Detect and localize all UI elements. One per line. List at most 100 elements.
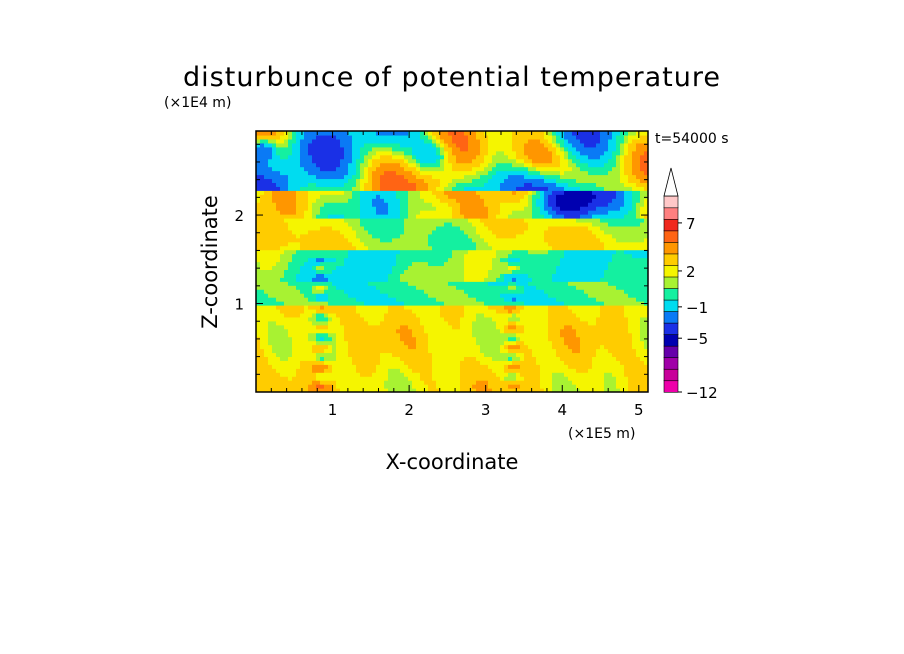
field-cell <box>492 305 497 310</box>
field-cell <box>448 352 453 357</box>
field-cell <box>412 206 417 211</box>
field-cell <box>444 229 449 235</box>
field-cell <box>436 305 441 310</box>
field-cell <box>312 178 317 183</box>
field-cell <box>332 210 337 215</box>
field-cell <box>472 344 477 350</box>
field-cell <box>324 364 329 369</box>
field-cell <box>480 289 485 294</box>
field-cell <box>332 336 337 342</box>
field-cell <box>296 348 301 354</box>
field-cell <box>356 376 361 381</box>
field-cell <box>428 336 433 342</box>
field-cell <box>540 348 545 354</box>
field-cell <box>460 328 465 334</box>
field-cell <box>552 245 557 251</box>
field-cell <box>348 237 353 243</box>
field-cell <box>340 162 345 168</box>
field-cell <box>328 312 333 318</box>
field-cell <box>296 301 301 306</box>
field-cell <box>260 229 265 235</box>
field-cell <box>552 134 557 140</box>
field-cell <box>356 372 361 377</box>
field-cell <box>504 356 509 361</box>
field-cell <box>320 249 325 255</box>
field-cell <box>416 380 421 385</box>
field-cell <box>504 316 509 322</box>
field-cell <box>532 324 537 330</box>
field-cell <box>352 269 357 274</box>
field-cell <box>348 388 353 392</box>
field-cell <box>300 214 305 219</box>
field-cell <box>524 202 529 207</box>
field-cell <box>396 233 401 239</box>
field-cell <box>324 305 329 310</box>
field-cell <box>348 277 353 282</box>
field-cell <box>416 134 421 140</box>
field-cell <box>348 297 353 302</box>
field-cell <box>288 269 293 274</box>
field-cell <box>324 380 329 385</box>
field-cell <box>512 380 517 385</box>
field-cell <box>320 225 325 231</box>
field-cell <box>336 206 341 211</box>
field-cell <box>504 142 509 148</box>
field-cell <box>328 158 333 164</box>
field-cell <box>504 320 509 326</box>
field-cell <box>288 202 293 207</box>
field-cell <box>292 194 297 199</box>
field-cell <box>316 170 321 176</box>
field-cell <box>292 281 297 286</box>
field-cell <box>276 336 281 342</box>
field-cell <box>544 316 549 322</box>
field-cell <box>268 332 273 338</box>
field-cell <box>260 142 265 148</box>
field-cell <box>328 186 333 191</box>
field-cell <box>408 352 413 357</box>
field-cell <box>536 356 541 361</box>
field-cell <box>408 170 413 176</box>
field-cell <box>436 214 441 219</box>
field-cell <box>464 214 469 219</box>
field-cell <box>524 142 529 148</box>
field-cell <box>396 253 401 259</box>
field-cell <box>344 218 349 223</box>
field-cell <box>320 210 325 215</box>
field-cell <box>448 301 453 306</box>
field-cell <box>316 320 321 326</box>
field-cell <box>284 336 289 342</box>
field-cell <box>452 328 457 334</box>
field-cell <box>520 257 525 263</box>
field-cell <box>552 218 557 223</box>
field-cell <box>316 340 321 346</box>
field-cell <box>436 281 441 286</box>
field-cell <box>328 305 333 310</box>
field-cell <box>364 308 369 314</box>
field-cell <box>368 146 373 152</box>
field-cell <box>552 297 557 302</box>
field-cell <box>400 198 405 203</box>
field-cell <box>504 301 509 306</box>
field-cell <box>372 170 377 176</box>
field-cell <box>308 348 313 354</box>
field-cell <box>456 249 461 255</box>
field-cell <box>504 289 509 294</box>
field-cell <box>416 210 421 215</box>
field-cell <box>468 364 473 369</box>
field-cell <box>372 277 377 282</box>
field-cell <box>312 150 317 156</box>
field-cell <box>532 214 537 219</box>
field-cell <box>336 131 341 136</box>
field-cell <box>428 174 433 180</box>
field-cell <box>444 312 449 318</box>
field-cell <box>352 131 357 136</box>
field-cell <box>532 162 537 168</box>
field-cell <box>464 174 469 180</box>
field-cell <box>256 245 261 251</box>
field-cell <box>300 210 305 215</box>
field-cell <box>380 289 385 294</box>
field-cell <box>344 328 349 334</box>
field-cell <box>488 225 493 231</box>
field-cell <box>504 380 509 385</box>
field-cell <box>264 269 269 274</box>
